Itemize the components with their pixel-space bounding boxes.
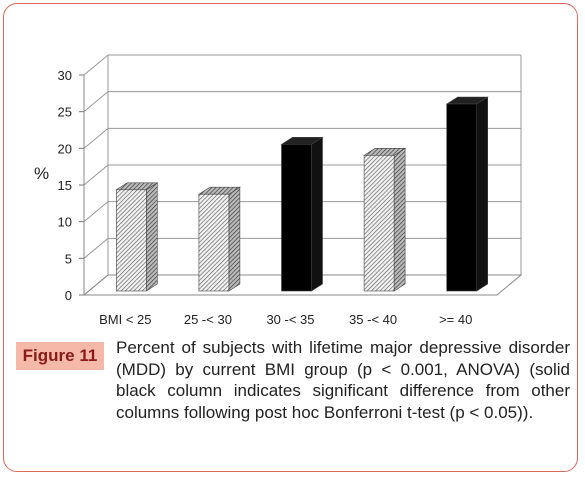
x-tick-label: BMI < 25 bbox=[99, 312, 151, 327]
y-tick-label: 0 bbox=[65, 288, 72, 303]
figure-label: Figure 11 bbox=[16, 342, 104, 370]
gridline-side bbox=[83, 164, 109, 186]
bar-front bbox=[281, 144, 312, 292]
y-tick-label: 15 bbox=[58, 178, 72, 193]
y-tick-label: 5 bbox=[65, 251, 72, 266]
bar bbox=[197, 186, 241, 292]
y-tick-label: 10 bbox=[58, 215, 72, 230]
gridline-side bbox=[83, 127, 109, 149]
bar-front bbox=[363, 155, 395, 292]
gridline-side bbox=[83, 91, 109, 113]
y-tick-label: 30 bbox=[58, 68, 72, 83]
gridline-side bbox=[83, 54, 109, 76]
bar bbox=[115, 182, 159, 292]
x-tick-label: 35 -< 40 bbox=[349, 312, 397, 327]
x-tick-label: 30 -< 35 bbox=[266, 312, 314, 327]
figure-caption: Percent of subjects with lifetime major … bbox=[116, 338, 570, 422]
bar-front bbox=[198, 193, 230, 292]
gridline-side bbox=[83, 237, 109, 259]
bars bbox=[115, 96, 489, 292]
bar-front bbox=[446, 103, 478, 292]
bar-front bbox=[116, 189, 147, 292]
y-tick-label: 25 bbox=[58, 105, 72, 120]
figure-frame bbox=[3, 3, 578, 472]
gridline-side bbox=[83, 201, 109, 223]
bar-side bbox=[476, 96, 489, 292]
x-tick-label: 25 -< 30 bbox=[184, 312, 232, 327]
y-tick-label: 20 bbox=[58, 141, 72, 156]
bar-chart: 0 5 10 15 20 25 30 BMI < 25 25 -< 30 30 -< 35 35 -… bbox=[34, 54, 523, 327]
bar-side bbox=[228, 186, 241, 292]
bar-side bbox=[311, 136, 323, 292]
bar bbox=[445, 96, 489, 292]
bar bbox=[363, 147, 407, 292]
bar-side bbox=[146, 182, 158, 292]
tick-labels: 0 5 10 15 20 25 30 BMI < 25 25 -< 30 30 -< 35 35 -… bbox=[58, 68, 473, 327]
bar-side bbox=[393, 147, 406, 292]
y-axis-label: % bbox=[34, 164, 49, 183]
x-tick-label: >= 40 bbox=[439, 312, 472, 327]
chart-floor bbox=[82, 274, 523, 296]
bar bbox=[280, 136, 324, 292]
axes bbox=[79, 55, 523, 296]
